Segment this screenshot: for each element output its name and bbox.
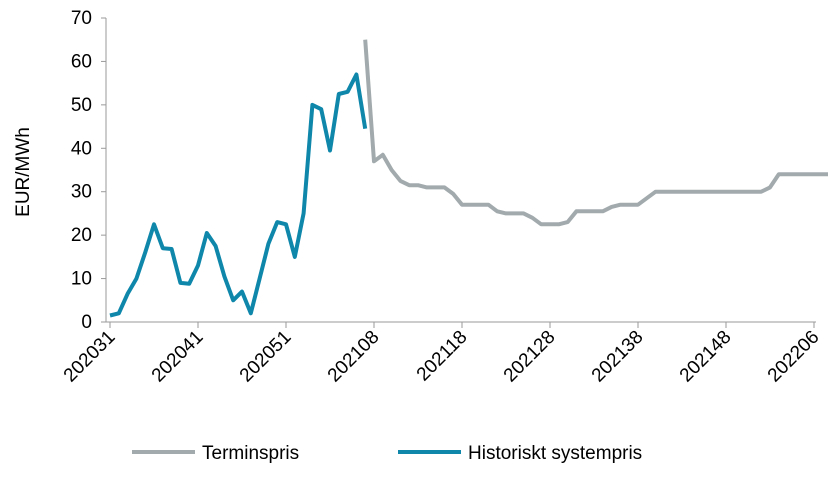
x-tick-label: 202041 — [148, 327, 208, 387]
x-tick-label: 202108 — [324, 327, 384, 387]
y-tick-label: 70 — [71, 8, 92, 29]
x-tick-label: 202138 — [588, 327, 648, 387]
y-tick-label: 20 — [71, 225, 92, 246]
y-tick-label: 30 — [71, 182, 92, 203]
x-tick-labels: 202031 202041 202051 202108 202118 202128 2021… — [60, 327, 824, 387]
series-line-historiskt-systempris — [109, 72, 368, 318]
series-lines — [109, 39, 828, 318]
y-tick-label: 50 — [71, 95, 92, 116]
x-tick-label: 202118 — [413, 327, 472, 386]
legend: Terminspris Historiskt systempris — [132, 443, 642, 464]
series-line-terminspris — [363, 39, 828, 227]
y-axis-title: EUR/MWh — [13, 127, 34, 217]
y-tick-labels: 0 10 20 30 40 50 60 70 — [71, 8, 92, 333]
legend-label: Terminspris — [202, 443, 299, 464]
x-tick-label: 202128 — [500, 327, 560, 387]
y-tick-label: 10 — [71, 269, 92, 290]
y-tick-label: 40 — [71, 138, 92, 159]
y-tick-label: 60 — [71, 51, 92, 72]
x-tick-label: 202148 — [676, 327, 736, 387]
legend-label: Historiskt systempris — [468, 443, 642, 464]
x-tick-label: 202051 — [236, 327, 296, 387]
axes — [101, 17, 816, 328]
x-tick-label: 202031 — [60, 327, 120, 387]
x-tick-label: 202206 — [764, 327, 824, 387]
y-tick-label: 0 — [81, 312, 92, 333]
